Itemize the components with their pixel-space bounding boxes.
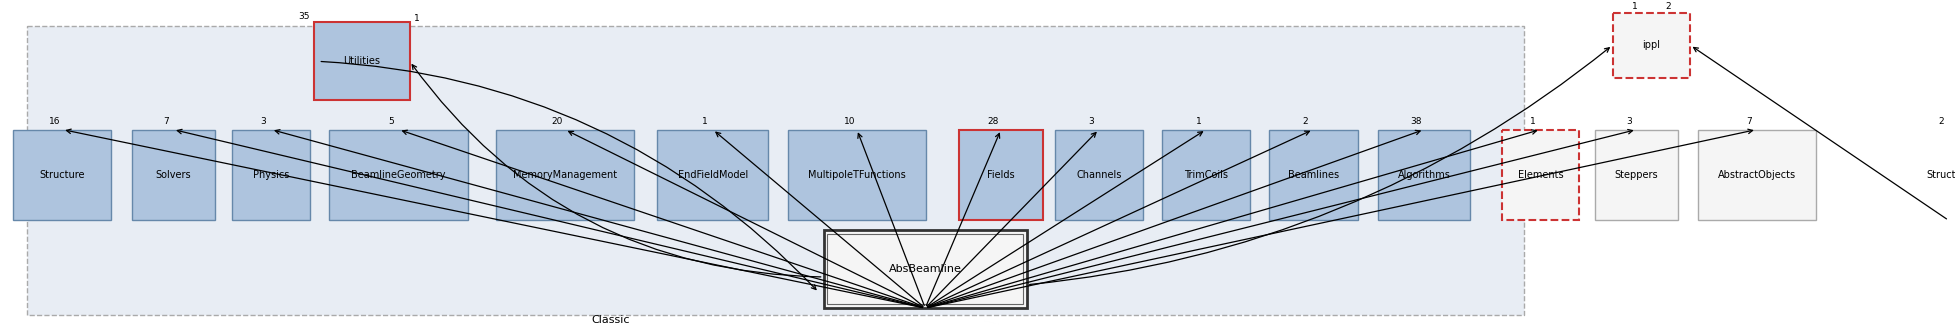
Bar	[1161, 130, 1251, 220]
Text: Fields: Fields	[987, 170, 1015, 180]
Text: AbsBeamline: AbsBeamline	[890, 264, 962, 274]
Bar	[1697, 130, 1816, 220]
Text: Utilities: Utilities	[344, 56, 379, 66]
Text: Classic: Classic	[592, 315, 630, 325]
Text: TrimCoils: TrimCoils	[1185, 170, 1228, 180]
Bar	[1501, 130, 1580, 220]
Text: 2: 2	[1302, 117, 1308, 126]
Text: 7: 7	[1746, 117, 1752, 126]
Bar	[657, 130, 768, 220]
Text: 7: 7	[162, 117, 168, 126]
Text: 1: 1	[702, 117, 708, 126]
Text: Physics: Physics	[252, 170, 289, 180]
Bar	[827, 234, 1022, 304]
Text: Solvers: Solvers	[154, 170, 192, 180]
Text: 1: 1	[1531, 117, 1537, 126]
Bar	[27, 26, 1523, 315]
Text: Steppers: Steppers	[1615, 170, 1658, 180]
Text: Algorithms: Algorithms	[1398, 170, 1451, 180]
Bar	[131, 130, 215, 220]
Bar	[328, 130, 467, 220]
Text: Elements: Elements	[1517, 170, 1564, 180]
Text: 28: 28	[987, 117, 999, 126]
Text: 1: 1	[414, 14, 420, 23]
Bar	[823, 230, 1026, 308]
Text: MemoryManagement: MemoryManagement	[512, 170, 618, 180]
Text: 1: 1	[1632, 2, 1636, 11]
Text: 3: 3	[260, 117, 266, 126]
Text: EndFieldModel: EndFieldModel	[678, 170, 749, 180]
Text: MultipoleTFunctions: MultipoleTFunctions	[807, 170, 905, 180]
Bar	[497, 130, 633, 220]
Text: Beamlines: Beamlines	[1288, 170, 1339, 180]
Text: 10: 10	[843, 117, 854, 126]
Bar	[1054, 130, 1144, 220]
Bar	[14, 130, 111, 220]
Bar	[788, 130, 927, 220]
Text: 20: 20	[551, 117, 563, 126]
Bar	[960, 130, 1042, 220]
Text: 35: 35	[299, 12, 311, 21]
Bar	[1613, 13, 1691, 78]
Text: Structure: Structure	[1926, 170, 1955, 180]
Text: 16: 16	[49, 117, 61, 126]
Bar	[233, 130, 311, 220]
Text: Structure: Structure	[39, 170, 86, 180]
Text: 2: 2	[1666, 2, 1672, 11]
Bar	[1595, 130, 1677, 220]
Text: BeamlineGeometry: BeamlineGeometry	[352, 170, 446, 180]
Text: AbstractObjects: AbstractObjects	[1718, 170, 1797, 180]
Text: Channels: Channels	[1075, 170, 1122, 180]
Text: 5: 5	[389, 117, 395, 126]
Text: 2: 2	[1939, 117, 1943, 126]
Text: 3: 3	[1089, 117, 1095, 126]
Bar	[1900, 130, 1955, 220]
Text: 1: 1	[1196, 117, 1202, 126]
Bar	[1378, 130, 1470, 220]
Text: ippl: ippl	[1642, 40, 1660, 50]
Bar	[313, 22, 411, 100]
Bar	[1269, 130, 1357, 220]
Text: 38: 38	[1412, 117, 1423, 126]
Text: 3: 3	[1627, 117, 1632, 126]
